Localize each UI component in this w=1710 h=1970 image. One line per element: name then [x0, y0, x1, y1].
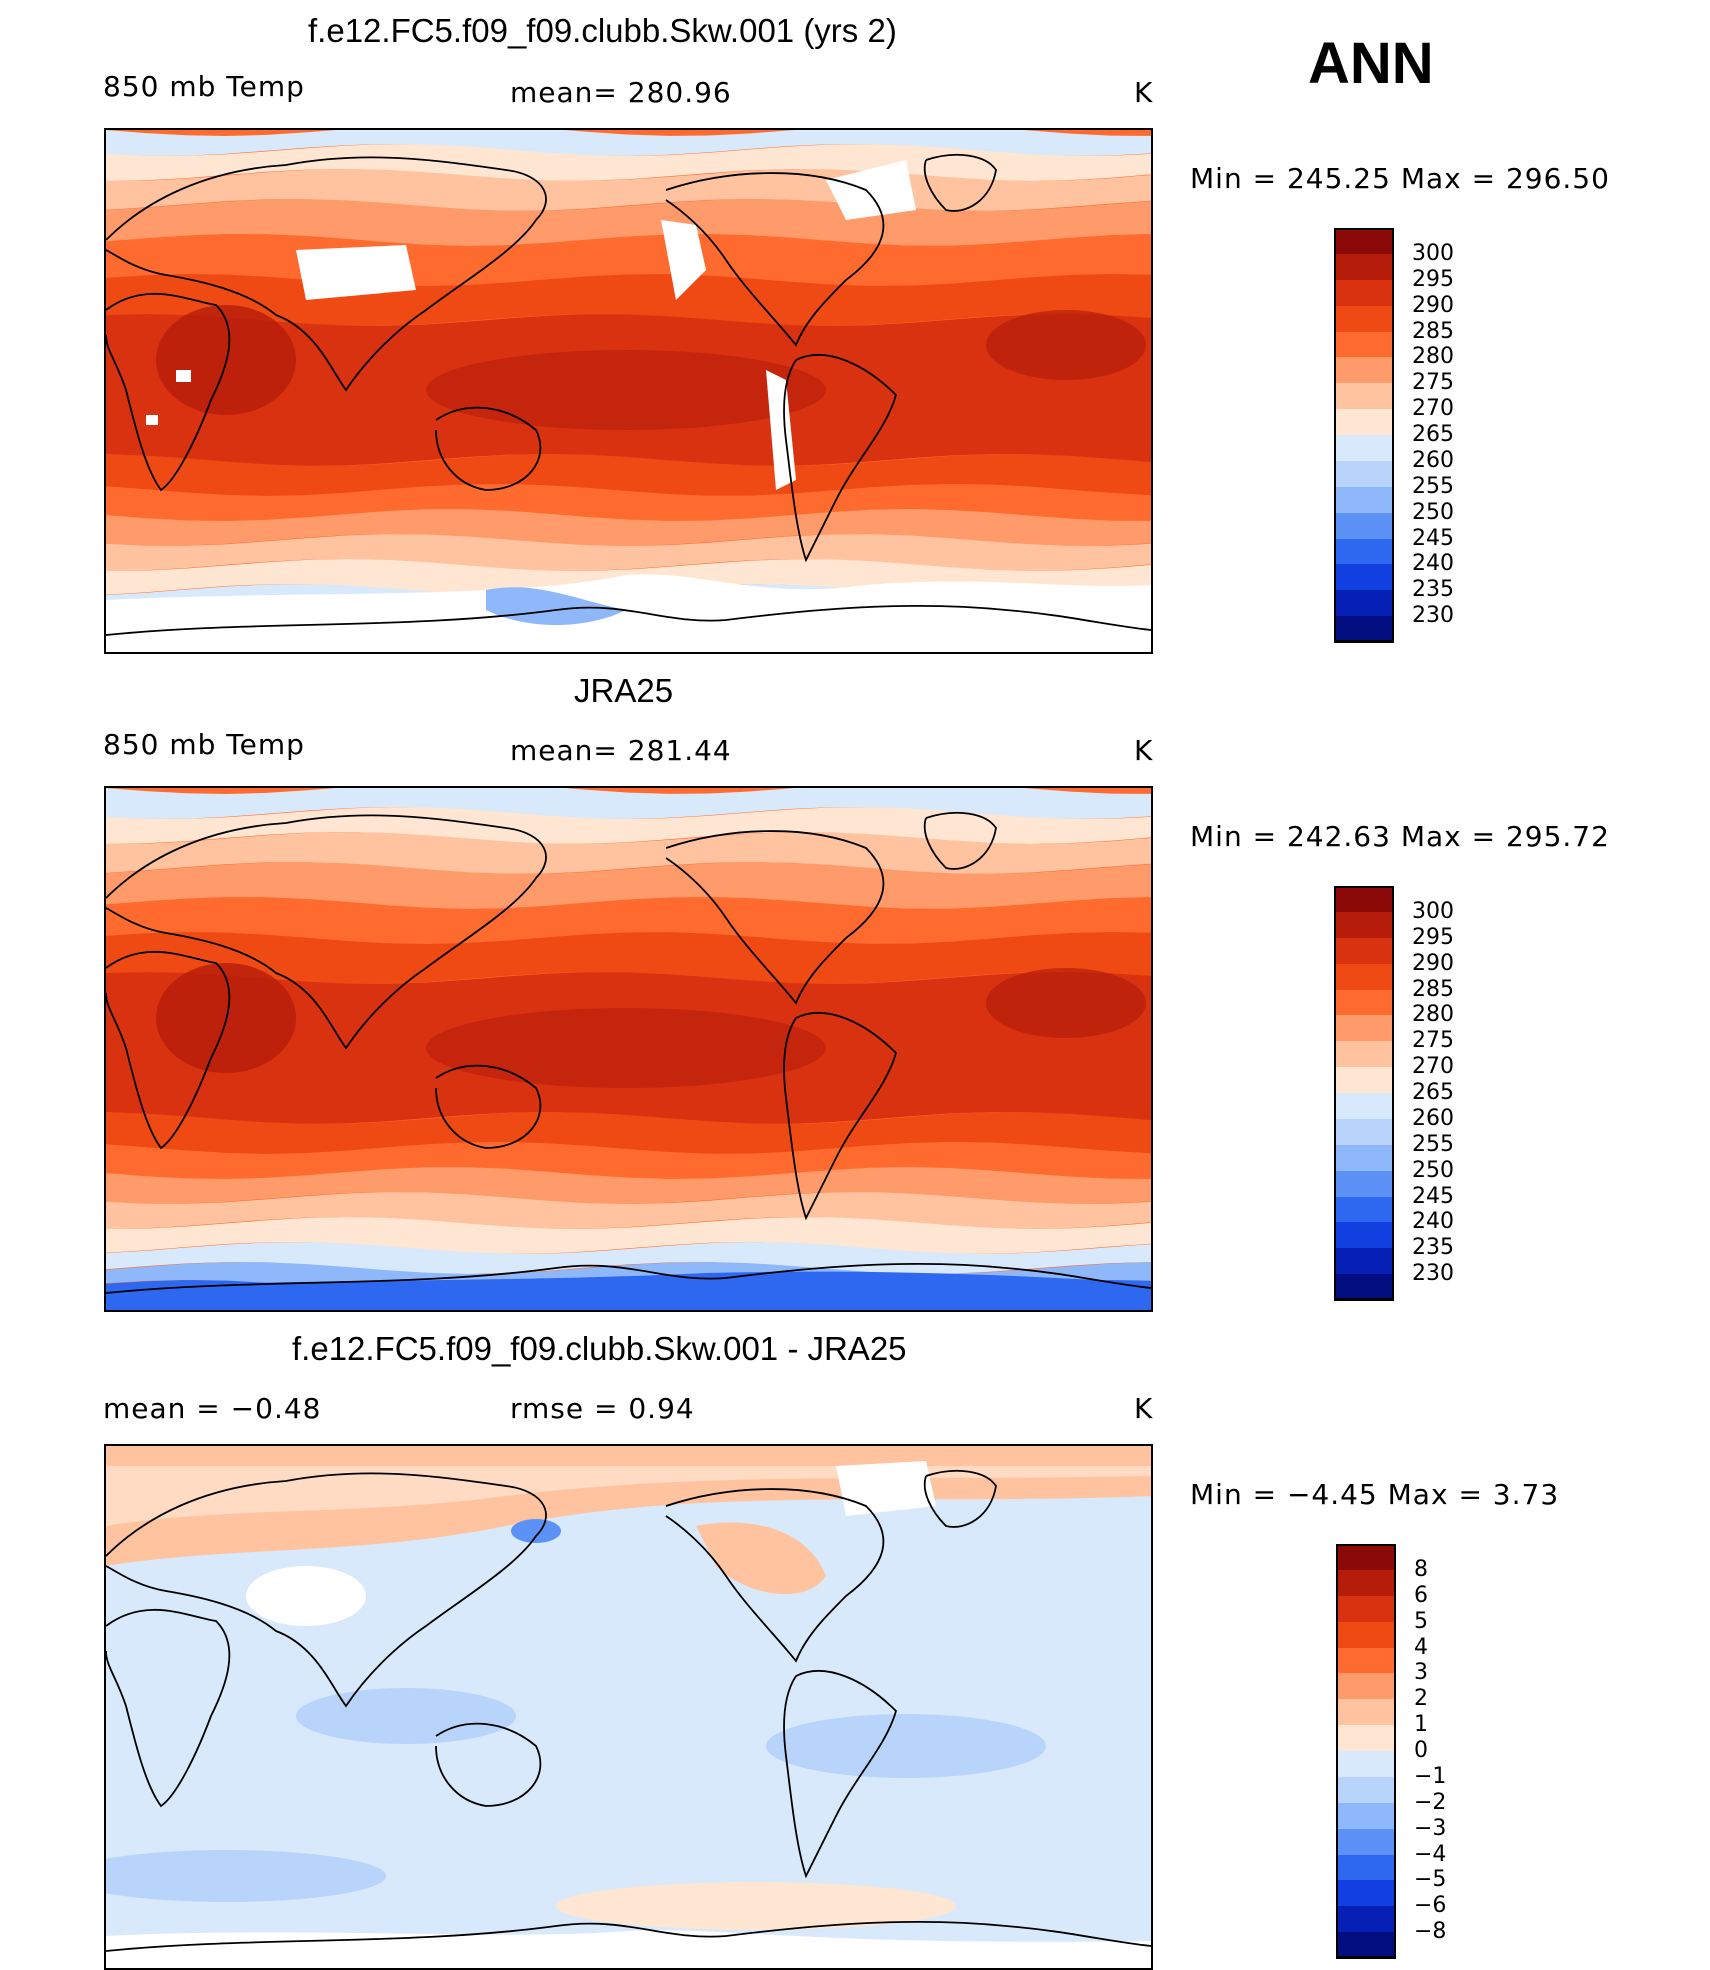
colorbar-swatch [1334, 279, 1394, 307]
colorbar-swatch [1336, 1595, 1396, 1623]
panel1-colorbar: 300 295 290 285 280 275 270 265 260 255 250 245 240 2… [1334, 228, 1494, 643]
colorbar-swatch [1334, 1093, 1394, 1120]
panel1-minmax-label: Min = 245.25 Max = 296.50 [1190, 162, 1610, 195]
colorbar-swatch [1336, 1544, 1396, 1571]
panel3-units-label: K [1134, 1392, 1154, 1425]
colorbar-tick-label: 3 [1414, 1660, 1428, 1686]
colorbar-tick-label: 280 [1412, 1002, 1454, 1028]
colorbar-tick-label: 270 [1412, 396, 1454, 422]
colorbar-tick-label: 290 [1412, 292, 1454, 318]
panel2-variable-label: 850 mb Temp [103, 728, 305, 761]
colorbar-swatch [1336, 1621, 1396, 1649]
colorbar-swatch [1336, 1751, 1396, 1778]
colorbar-tick-label: 280 [1412, 344, 1454, 370]
colorbar-tick-label: −2 [1414, 1789, 1447, 1815]
colorbar-swatch [1336, 1699, 1396, 1727]
panel2-map [104, 786, 1153, 1312]
colorbar-tick-label: 260 [1412, 1105, 1454, 1131]
colorbar-tick-label: 250 [1412, 1157, 1454, 1183]
colorbar-tick-label: 240 [1412, 551, 1454, 577]
colorbar-swatch [1334, 383, 1394, 411]
panel1-variable-label: 850 mb Temp [103, 70, 305, 103]
panel1-units-label: K [1134, 76, 1154, 109]
colorbar-swatch [1334, 1222, 1394, 1250]
colorbar-swatch [1336, 1569, 1396, 1597]
panel2-mean-label: mean= 281.44 [510, 734, 732, 767]
colorbar-swatch [1334, 1015, 1394, 1043]
colorbar-tick-label: 230 [1412, 1261, 1454, 1287]
panel3-colorbar: 8 6 5 4 3 2 1 0 −1 −2 −3 −4 −5 −6 −8 [1336, 1544, 1496, 1959]
colorbar-swatch [1334, 1067, 1394, 1094]
colorbar-swatch [1336, 1647, 1396, 1675]
colorbar-tick-label: 245 [1412, 525, 1454, 551]
panel2-minmax-label: Min = 242.63 Max = 295.72 [1190, 820, 1610, 853]
colorbar-swatch [1334, 963, 1394, 991]
colorbar-tick-label: 230 [1412, 603, 1454, 629]
panel1-mean-label: mean= 280.96 [510, 76, 732, 109]
colorbar-tick-label: 300 [1412, 240, 1454, 266]
colorbar-swatch [1334, 1274, 1394, 1301]
colorbar-tick-label: 285 [1412, 976, 1454, 1002]
colorbar-tick-label: 275 [1412, 1028, 1454, 1054]
colorbar-tick-label: 295 [1412, 266, 1454, 292]
colorbar-swatch [1334, 305, 1394, 333]
panel1-title: f.e12.FC5.f09_f09.clubb.Skw.001 (yrs 2) [308, 12, 897, 49]
colorbar-tick-label: 1 [1414, 1712, 1428, 1738]
panel2-colorbar: 300 295 290 285 280 275 270 265 260 255 250 245 240 2… [1334, 886, 1494, 1301]
colorbar-swatch [1334, 409, 1394, 436]
colorbar-tick-label: 240 [1412, 1209, 1454, 1235]
colorbar-frame [1334, 886, 1394, 1300]
colorbar-tick-label: 6 [1414, 1582, 1428, 1608]
colorbar-tick-label: −1 [1414, 1763, 1447, 1789]
panel3-map [104, 1444, 1153, 1970]
colorbar-tick-label: 295 [1412, 924, 1454, 950]
colorbar-tick-label: 250 [1412, 499, 1454, 525]
colorbar-tick-label: 255 [1412, 473, 1454, 499]
season-label: ANN [1308, 31, 1434, 96]
panel2-units-label: K [1134, 734, 1154, 767]
colorbar-tick-label: 300 [1412, 898, 1454, 924]
colorbar-tick-label: 275 [1412, 370, 1454, 396]
colorbar-tick-label: 235 [1412, 1235, 1454, 1261]
colorbar-swatch [1334, 616, 1394, 643]
panel3-minmax-label: Min = −4.45 Max = 3.73 [1190, 1478, 1560, 1511]
colorbar-swatch [1336, 1776, 1396, 1804]
colorbar-swatch [1334, 1118, 1394, 1146]
colorbar-swatch [1334, 538, 1394, 566]
colorbar-swatch [1336, 1932, 1396, 1959]
colorbar-tick-label: −8 [1414, 1919, 1447, 1945]
colorbar-tick-label: 235 [1412, 577, 1454, 603]
colorbar-tick-label: 0 [1414, 1738, 1428, 1763]
colorbar-tick-label: 265 [1412, 422, 1454, 447]
panel1-map [104, 128, 1153, 654]
colorbar-frame [1336, 1544, 1396, 1958]
colorbar-tick-label: 290 [1412, 950, 1454, 976]
colorbar-tick-label: 4 [1414, 1634, 1428, 1660]
colorbar-tick-label: −5 [1414, 1867, 1447, 1893]
colorbar-tick-label: 285 [1412, 318, 1454, 344]
colorbar-tick-label: 8 [1414, 1556, 1428, 1582]
colorbar-tick-label: −4 [1414, 1841, 1447, 1867]
colorbar-tick-label: 255 [1412, 1131, 1454, 1157]
panel3-mean-label: mean = −0.48 [103, 1392, 322, 1425]
colorbar-tick-label: 270 [1412, 1054, 1454, 1080]
colorbar-frame [1334, 228, 1394, 642]
colorbar-tick-label: 2 [1414, 1686, 1428, 1712]
panel3-rmse-label: rmse = 0.94 [510, 1392, 695, 1425]
colorbar-tick-label: 260 [1412, 447, 1454, 473]
colorbar-tick-label: −3 [1414, 1815, 1447, 1841]
colorbar-tick-label: 265 [1412, 1080, 1454, 1105]
colorbar-swatch [1334, 886, 1394, 913]
colorbar-tick-label: 245 [1412, 1183, 1454, 1209]
panel3-title: f.e12.FC5.f09_f09.clubb.Skw.001 - JRA25 [292, 1330, 907, 1367]
colorbar-swatch [1334, 228, 1394, 255]
colorbar-tick-label: −6 [1414, 1893, 1447, 1919]
colorbar-swatch [1334, 1041, 1394, 1069]
panel2-title: JRA25 [574, 672, 674, 709]
colorbar-tick-label: 5 [1414, 1608, 1428, 1634]
